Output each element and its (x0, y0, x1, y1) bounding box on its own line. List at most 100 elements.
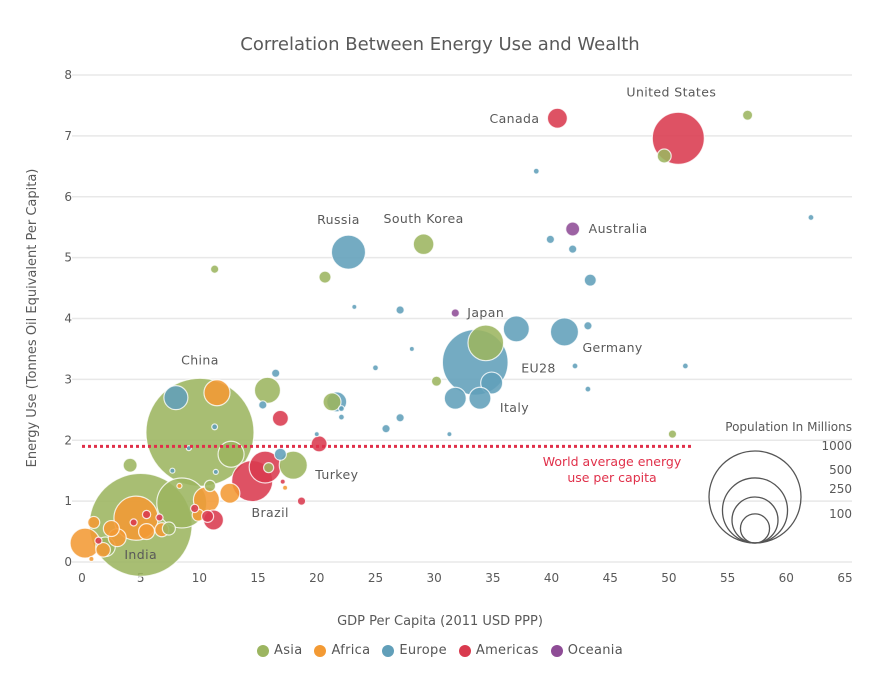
size-legend-circle (721, 477, 789, 544)
y-axis-ticks: 0 1 2 3 4 5 6 7 8 (64, 68, 72, 569)
size-legend-label: 1000 (821, 439, 852, 453)
bubble-europe (583, 273, 597, 287)
bubble-europe (163, 385, 189, 411)
legend-item-oceania[interactable]: Oceania (550, 643, 623, 658)
legend-label: Oceania (567, 643, 623, 658)
bubble-europe (446, 431, 453, 438)
bubble-americas (310, 435, 328, 453)
legend-label: Americas (475, 643, 539, 658)
bubble-europe (545, 234, 556, 245)
bubble-africa (95, 541, 112, 558)
x-tick-label: 5 (137, 571, 145, 585)
size-legend: Population In Millions 1000 500 250 100 (708, 420, 852, 544)
bubble-asia (203, 479, 217, 493)
bubble-label: Germany (582, 340, 642, 355)
x-tick-label: 30 (427, 571, 442, 585)
bubble-africa (219, 482, 241, 504)
bubble-africa (203, 379, 231, 407)
bubble-americas (201, 509, 215, 523)
legend-dot-icon (550, 644, 563, 657)
bubble-europe (313, 431, 320, 438)
x-tick-label: 0 (78, 571, 86, 585)
bubble-oceania (565, 221, 581, 237)
bubble-africa (102, 519, 120, 538)
x-tick-label: 20 (309, 571, 324, 585)
bubble-asia (161, 521, 176, 536)
x-axis-ticks: 0 5 10 15 20 25 30 35 40 45 50 55 60 65 (78, 571, 852, 585)
bubble-europe (169, 467, 176, 474)
bubble-americas (546, 107, 568, 129)
bubble-europe (337, 405, 345, 413)
bubble-asia (209, 264, 220, 274)
bubble-europe (270, 368, 281, 379)
bubble-europe (212, 468, 219, 476)
bubble-label: South Korea (384, 211, 464, 226)
bubble-europe (584, 385, 592, 393)
bubble-europe (395, 413, 405, 423)
bubble-europe (807, 213, 815, 221)
x-tick-label: 55 (720, 571, 735, 585)
bubble-asia (263, 462, 275, 474)
bubble-europe (532, 167, 540, 175)
bubble-europe (273, 447, 287, 461)
world-average-label-line1: World average energy (543, 454, 682, 469)
size-legend-circle (739, 513, 771, 544)
y-tick-label: 5 (64, 251, 72, 265)
bubble-asia (122, 457, 138, 473)
series-legend: Asia Africa Europe Americas Oceania (0, 643, 880, 658)
legend-item-africa[interactable]: Africa (314, 643, 370, 658)
bubble-label: United States (626, 84, 716, 99)
y-tick-label: 7 (64, 129, 72, 143)
x-tick-label: 15 (250, 571, 265, 585)
bubble-europe (337, 413, 345, 421)
bubble-label: India (124, 547, 157, 562)
bubble-label: Italy (500, 400, 529, 415)
bubble-label: Russia (317, 212, 360, 227)
size-legend-title: Population In Millions (725, 420, 852, 434)
legend-label: Asia (274, 643, 303, 658)
bubble-label: Turkey (314, 467, 358, 482)
bubble-europe (443, 386, 467, 410)
bubble-asia (278, 450, 308, 480)
bubble-europe (549, 317, 580, 347)
bubble-americas (279, 478, 286, 485)
bubbles (69, 107, 815, 577)
bubble-europe (468, 386, 492, 410)
legend-label: Europe (399, 643, 447, 658)
bubble-americas (296, 496, 307, 506)
x-tick-label: 40 (544, 571, 559, 585)
legend-item-europe[interactable]: Europe (382, 643, 447, 658)
bubble-africa (88, 555, 95, 563)
bubble-europe (371, 364, 379, 372)
bubble-africa (176, 482, 183, 490)
world-average-label-line2: use per capita (567, 470, 656, 485)
x-tick-label: 25 (368, 571, 383, 585)
bubble-europe (258, 400, 268, 410)
bubble-label: Brazil (252, 505, 289, 520)
bubble-asia (656, 148, 672, 164)
bubble-europe (211, 423, 219, 431)
bubble-asia (253, 376, 282, 404)
bubble-asia (318, 270, 332, 284)
bubble-americas (189, 503, 200, 514)
bubble-europe (502, 315, 530, 343)
y-tick-label: 3 (64, 372, 72, 386)
legend-item-asia[interactable]: Asia (257, 643, 302, 658)
bubble-europe (395, 305, 405, 315)
legend-item-americas[interactable]: Americas (458, 643, 539, 658)
y-tick-label: 8 (64, 68, 72, 82)
bubble-europe (351, 303, 358, 311)
bubble-europe (567, 244, 578, 254)
size-legend-circle (731, 496, 779, 544)
x-tick-label: 65 (837, 571, 852, 585)
bubble-asia (217, 440, 245, 468)
bubble-europe (330, 234, 367, 270)
legend-dot-icon (458, 644, 471, 657)
bubble-asia (322, 392, 342, 412)
bubble-europe (681, 362, 689, 370)
bubble-oceania (450, 308, 460, 318)
bubble-europe (408, 345, 415, 353)
legend-dot-icon (314, 644, 327, 657)
y-tick-label: 0 (64, 555, 72, 569)
legend-label: Africa (331, 643, 371, 658)
